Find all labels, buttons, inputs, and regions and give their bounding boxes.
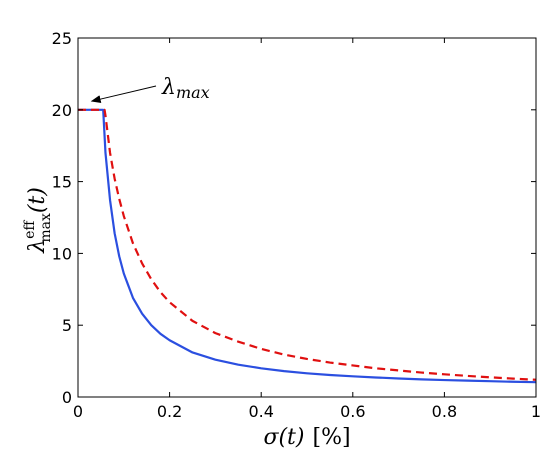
y-tick-label: 15 — [52, 173, 72, 192]
y-tick-label: 20 — [52, 101, 72, 120]
x-axis-label: σ(t) [%] — [263, 425, 350, 449]
x-tick-label: 1 — [531, 402, 541, 421]
annotation-label: λmax — [161, 75, 210, 102]
annotation-subscript: max — [176, 83, 210, 102]
y-label-arg: (t) — [25, 187, 50, 213]
y-label-superscript: eff — [22, 220, 38, 239]
y-tick-label: 5 — [62, 316, 72, 335]
x-label-symbol: σ — [263, 425, 279, 449]
series-layer — [78, 108, 536, 384]
plot-frame — [77, 37, 537, 398]
y-tick-label: 10 — [52, 244, 72, 263]
y-tick-label: 25 — [52, 29, 72, 48]
annotation-symbol: λ — [161, 75, 176, 100]
x-tick-label: 0.8 — [432, 402, 457, 421]
x-tick-label: 0.4 — [248, 402, 273, 421]
x-label-arg: (t) — [278, 425, 304, 449]
x-tick-label: 0.2 — [157, 402, 182, 421]
y-axis-label: λeffmax(t) — [22, 187, 54, 254]
x-tick-label: 0 — [73, 402, 83, 421]
series-line-2-dashed — [78, 108, 536, 381]
x-label-unit: [%] — [312, 425, 350, 449]
annotation: λmax — [90, 75, 210, 104]
y-tick-label: 0 — [62, 388, 72, 407]
plot-area — [78, 38, 536, 397]
x-axis: 0 0.2 0.4 0.6 0.8 1 — [73, 38, 541, 421]
y-label-subscript: max — [38, 213, 54, 243]
annotation-arrow — [90, 85, 157, 104]
series-line-1-solid — [78, 108, 536, 384]
y-label-symbol: λ — [25, 239, 50, 254]
x-tick-label: 0.6 — [340, 402, 365, 421]
y-axis: 0 5 10 15 20 25 — [52, 29, 536, 407]
